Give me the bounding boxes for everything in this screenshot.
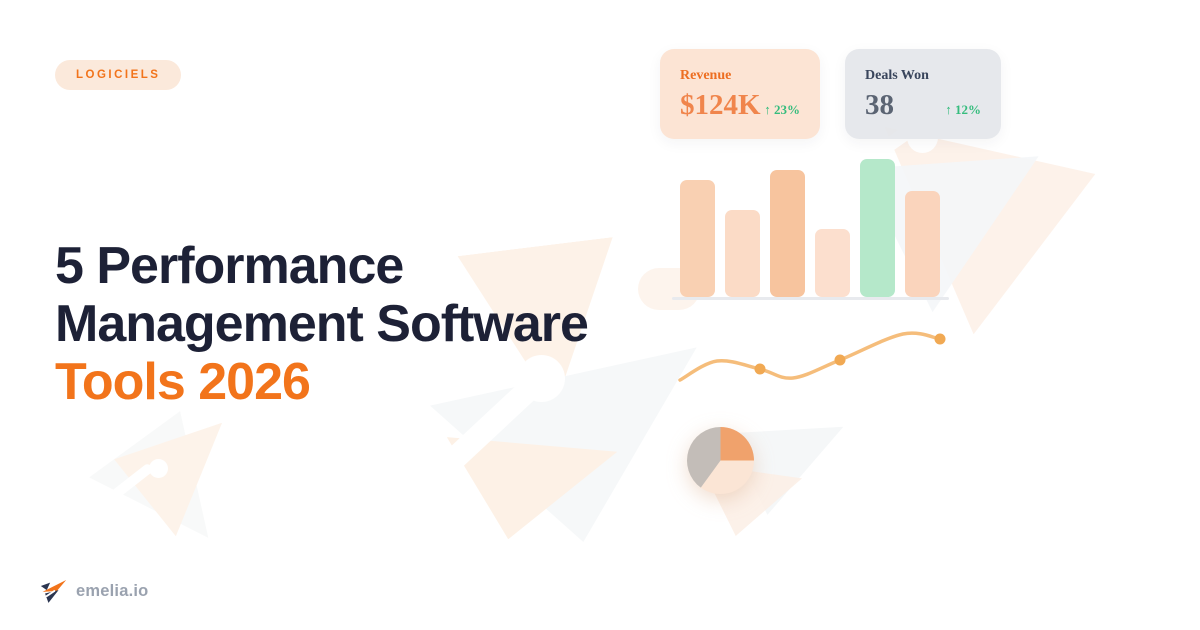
stat-delta-deals-won: ↑ 12% <box>945 102 981 117</box>
bar-5 <box>860 159 895 297</box>
pie-slice-orange <box>720 426 755 461</box>
title-line-1: 5 Performance <box>55 237 404 295</box>
line-chart-path <box>678 331 942 382</box>
bg-mini-plane-circle <box>149 459 168 478</box>
line-marker-dot <box>934 333 946 345</box>
bar-1 <box>680 180 715 297</box>
pie-slice-peach <box>700 460 755 495</box>
category-badge: LOGICIELS <box>55 60 182 90</box>
stat-value-revenue: $124K <box>680 89 761 121</box>
title-line-3: Tools 2026 <box>55 353 311 411</box>
stat-label-deals-won: Deals Won <box>865 68 929 83</box>
brand-logo: emelia.io <box>40 578 148 604</box>
paper-plane-icon <box>40 580 67 603</box>
bar-6 <box>905 191 940 297</box>
bar-4 <box>815 229 850 297</box>
pie-chart <box>686 426 755 495</box>
line-marker-dot <box>834 354 846 366</box>
line-chart <box>678 331 946 382</box>
bar-chart <box>680 159 940 297</box>
line-marker-dot <box>754 363 766 375</box>
bar-2 <box>725 210 760 297</box>
bar-chart-baseline <box>672 297 949 300</box>
stat-label-revenue: Revenue <box>680 68 732 83</box>
pie-slice-gray <box>686 426 721 488</box>
title-line-2: Management Software <box>55 295 589 353</box>
stat-card-deals-won: Deals Won 38 ↑ 12% <box>845 49 1001 139</box>
stat-card-revenue: Revenue $124K ↑ 23% <box>660 49 820 139</box>
stat-delta-revenue: ↑ 23% <box>764 102 800 117</box>
stat-value-deals-won: 38 <box>865 89 894 121</box>
page-title: 5 Performance Management Software Tools … <box>55 237 715 411</box>
bar-3 <box>770 170 805 297</box>
brand-name: emelia.io <box>76 581 149 600</box>
